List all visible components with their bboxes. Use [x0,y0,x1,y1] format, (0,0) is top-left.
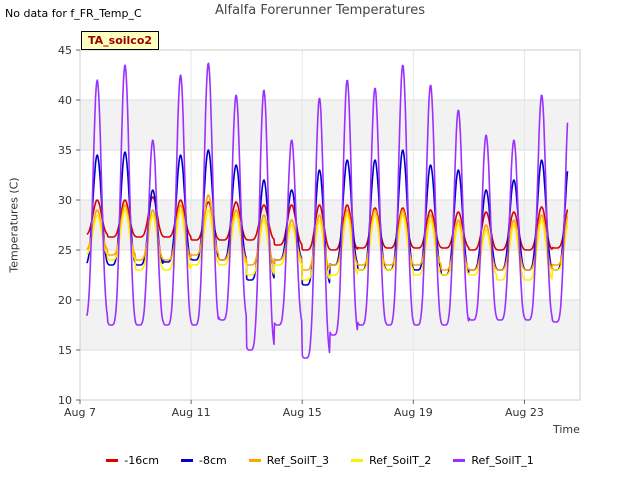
x-tick-label: Aug 23 [505,406,544,419]
legend-label: -16cm [124,454,159,467]
series-line--16cm [86,196,569,251]
legend-swatch [248,459,261,462]
x-axis-ticks: Aug 7 Aug 11 Aug 15 Aug 19 Aug 23 [64,400,544,419]
legend-swatch [180,459,193,462]
legend-swatch [106,459,119,462]
site-tag: TA_soilco2 [81,31,160,50]
x-tick-label: Aug 11 [172,406,211,419]
plot-band [80,100,580,150]
legend-item: Ref_SoilT_2 [351,454,431,467]
legend-swatch [351,459,364,462]
x-tick-label: Aug 15 [283,406,322,419]
plot-frame [79,49,581,401]
legend-label: Ref_SoilT_1 [471,454,534,467]
plot-band [80,150,580,200]
plot-band [80,200,580,250]
series-lines [86,62,569,359]
y-axis-ticks: 10 15 20 25 30 35 40 45 [58,44,80,407]
legend-label: -8cm [198,454,227,467]
y-tick-label: 15 [58,344,72,357]
series-line-ref-soilt-1 [86,62,569,359]
plot-band [80,350,580,400]
x-tick-label: Aug 7 [64,406,96,419]
y-tick-label: 45 [58,44,72,57]
legend-label: Ref_SoilT_2 [369,454,432,467]
legend-item: -8cm [180,454,227,467]
y-tick-label: 25 [58,244,72,257]
legend-swatch [453,459,466,462]
chart-title: Alfalfa Forerunner Temperatures [214,3,426,18]
x-tick-label: Aug 19 [394,406,433,419]
y-tick-label: 10 [58,394,72,407]
series-line-ref-soilt-2 [86,209,569,281]
y-tick-label: 35 [58,144,72,157]
y-tick-label: 40 [58,94,72,107]
plot-band [80,50,580,100]
y-tick-label: 20 [58,294,72,307]
legend-item: Ref_SoilT_3 [248,454,330,467]
series-line-ref-soilt-3 [86,194,569,271]
x-axis-label: Time [553,423,580,436]
no-data-note: No data for f_FR_Temp_C [5,7,142,20]
y-tick-label: 30 [58,194,72,207]
legend-label: Ref_SoilT_3 [266,454,330,467]
legend: -16cm -8cm Ref_SoilT_3 Ref_SoilT_2 Ref_SoilT… [0,454,640,467]
legend-item: Ref_SoilT_1 [453,454,534,467]
legend-item: -16cm [106,454,159,467]
